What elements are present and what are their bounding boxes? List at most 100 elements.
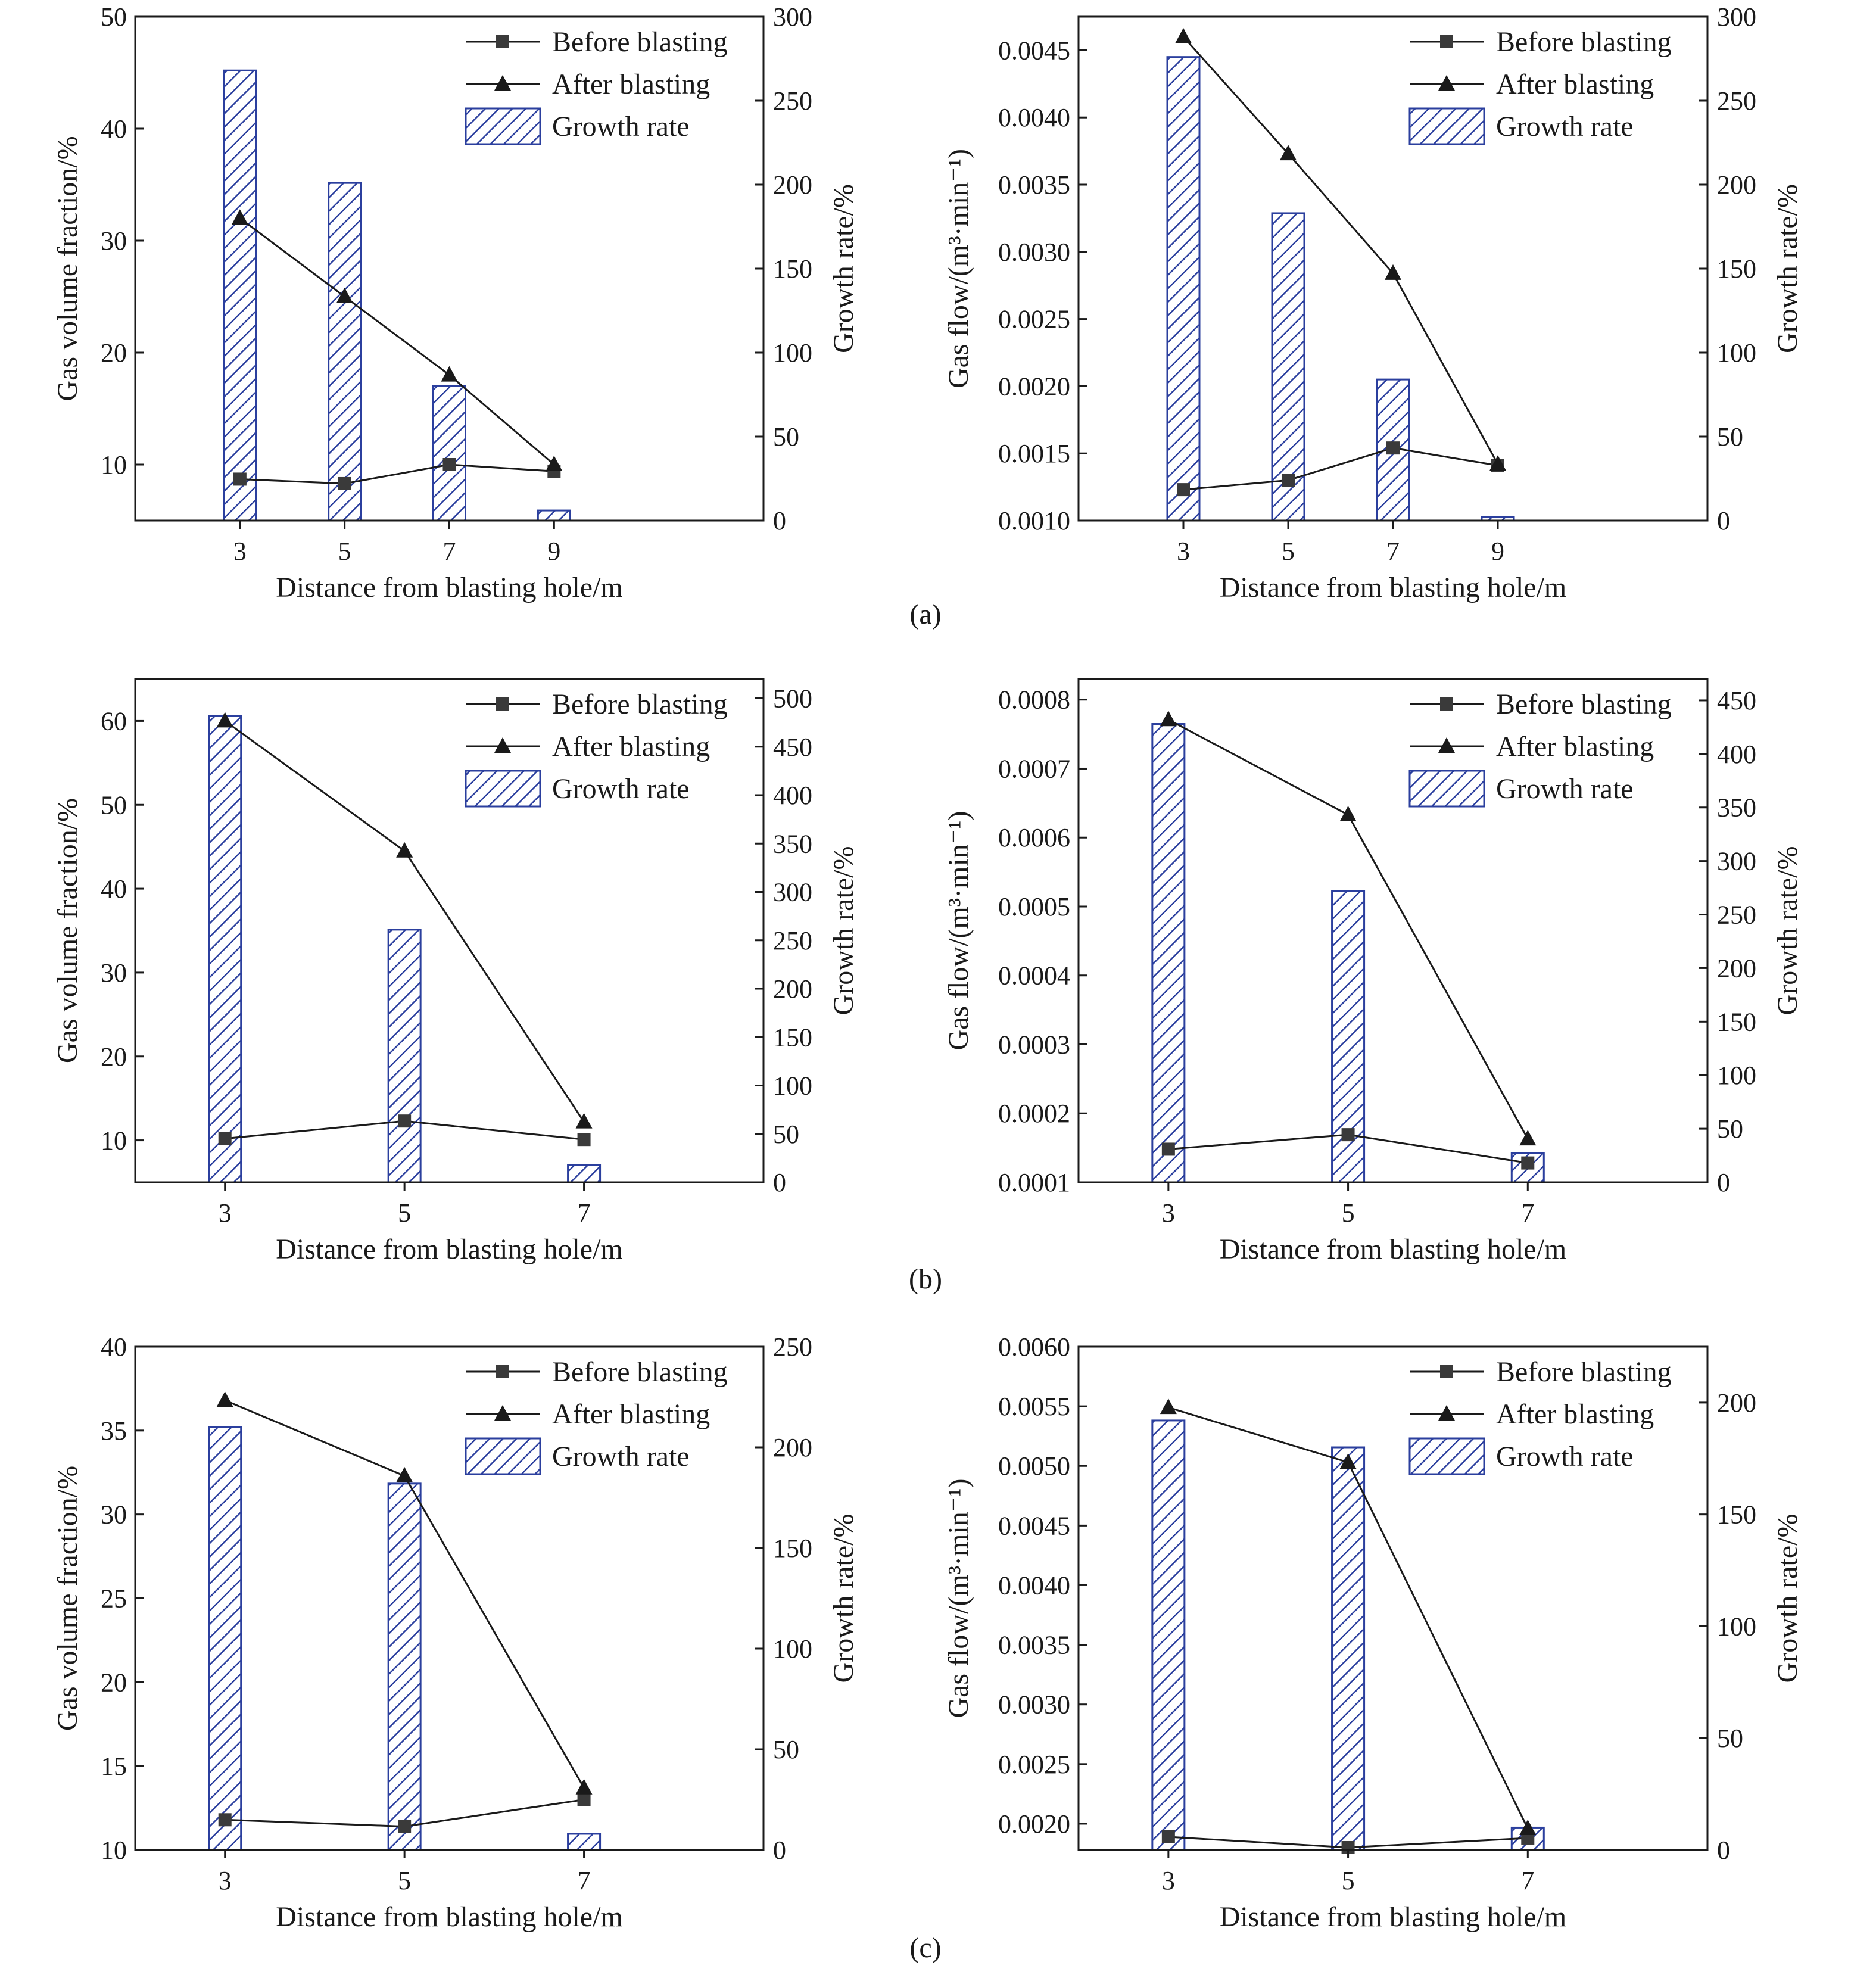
x-axis-title: Distance from blasting hole/m — [1220, 1901, 1567, 1933]
y2-tick-label: 200 — [1717, 1388, 1756, 1418]
y2-tick-label: 150 — [773, 1534, 812, 1563]
x-tick-label: 3 — [219, 1198, 232, 1228]
after-blasting-point — [336, 288, 353, 303]
legend-triangle-marker — [494, 737, 511, 753]
chart-2: 10 20 30 40 50 60 0 50 100 150 200 250 300 350 400 450 5… — [52, 678, 859, 1265]
legend-hatch-swatch — [1408, 107, 1485, 145]
legend-triangle-marker — [1438, 1405, 1455, 1421]
x-tick-label: 3 — [1162, 1198, 1175, 1228]
y2-tick-label: 50 — [773, 422, 799, 451]
y2-tick-label: 150 — [1717, 1007, 1756, 1036]
legend-square-marker — [1440, 35, 1453, 48]
after-blasting-point — [1160, 1398, 1177, 1415]
y2-tick-label: 50 — [1717, 1114, 1743, 1144]
chart-5: 0.0020 0.0025 0.0030 0.0035 0.0040 0.0045 0.00… — [943, 1332, 1803, 1933]
y-tick-label: 0.0010 — [998, 506, 1070, 535]
y-tick-label: 0.0035 — [998, 170, 1070, 200]
y2-tick-label: 100 — [1717, 1061, 1756, 1090]
growth-rate-bar — [567, 1833, 602, 1851]
growth-rate-bar — [223, 69, 257, 522]
legend-square-marker — [496, 1365, 509, 1378]
y-tick-label: 0.0006 — [998, 823, 1070, 852]
y-tick-label: 0.0001 — [998, 1168, 1070, 1197]
before-blasting-line — [239, 463, 554, 485]
y2-tick-label: 500 — [773, 684, 812, 714]
x-axis-title: Distance from blasting hole/m — [276, 1901, 623, 1933]
legend-label: After blasting — [1496, 731, 1654, 762]
after-blasting-point — [1519, 1130, 1537, 1146]
y-tick-label: 35 — [101, 1416, 127, 1446]
legend-label: Before blasting — [1496, 26, 1672, 58]
y2-tick-label: 300 — [1717, 847, 1756, 876]
legend-label: Before blasting — [1496, 689, 1672, 720]
legend-triangle-marker — [1438, 737, 1455, 753]
y-tick-label: 0.0003 — [998, 1030, 1070, 1059]
x-tick-label: 9 — [1491, 537, 1504, 566]
y2-tick-label: 0 — [1717, 1168, 1730, 1197]
legend-square-marker — [1440, 697, 1453, 711]
y2-tick-label: 400 — [1717, 740, 1756, 769]
y2-tick-label: 350 — [773, 829, 812, 858]
chart-0: 10 20 30 40 50 0 50 100 150 200 250 300 3 5 7 9 Distance… — [52, 2, 859, 603]
y-tick-label: 0.0004 — [998, 961, 1070, 990]
x-tick-label: 3 — [219, 1866, 232, 1895]
x-axis-title: Distance from blasting hole/m — [1220, 1233, 1567, 1265]
growth-rate-bar — [1331, 890, 1366, 1183]
plot-frame — [134, 678, 765, 1183]
x-tick-label: 7 — [1521, 1866, 1534, 1895]
y-tick-label: 40 — [101, 114, 127, 144]
after-blasting-point — [1489, 455, 1506, 471]
y2-tick-label: 200 — [773, 974, 812, 1004]
growth-rate-bar — [387, 929, 422, 1183]
x-tick-label: 7 — [443, 537, 456, 566]
y-tick-label: 0.0025 — [998, 1750, 1070, 1779]
y-tick-label: 0.0008 — [998, 686, 1070, 715]
y-tick-label: 25 — [101, 1584, 127, 1613]
y-tick-label: 30 — [101, 958, 127, 988]
x-tick-label: 5 — [398, 1198, 411, 1228]
y2-axis-title: Growth rate/% — [1772, 846, 1803, 1016]
legend-label: Before blasting — [1496, 1356, 1672, 1388]
x-tick-label: 9 — [547, 537, 560, 566]
before-blasting-point — [218, 1813, 232, 1827]
before-blasting-point — [398, 1820, 412, 1833]
y2-axis-title: Growth rate/% — [828, 1514, 859, 1683]
legend-label: After blasting — [552, 731, 710, 762]
x-tick-label: 5 — [1342, 1866, 1355, 1895]
y2-tick-label: 100 — [1717, 1612, 1756, 1641]
y-tick-label: 30 — [101, 226, 127, 256]
x-axis-title: Distance from blasting hole/m — [276, 572, 623, 603]
after-blasting-point — [575, 1778, 593, 1795]
y2-tick-label: 300 — [773, 2, 812, 32]
legend-hatch-swatch — [1408, 770, 1485, 808]
legend-hatch-swatch — [1408, 1437, 1485, 1475]
y2-tick-label: 200 — [1717, 954, 1756, 983]
y-tick-label: 0.0030 — [998, 1690, 1070, 1720]
x-axis-title: Distance from blasting hole/m — [276, 1233, 623, 1265]
legend-square-marker — [496, 697, 509, 711]
before-blasting-line — [1183, 447, 1498, 491]
y-tick-label: 10 — [101, 1836, 127, 1865]
growth-rate-bar — [387, 1482, 422, 1851]
before-blasting-point — [1161, 1830, 1175, 1843]
y-axis-title: Gas flow/(m³·min⁻¹) — [943, 149, 974, 388]
y-tick-label: 0.0015 — [998, 439, 1070, 468]
y-tick-label: 40 — [101, 874, 127, 904]
legend-hatch-swatch — [465, 770, 541, 808]
y2-axis-title: Growth rate/% — [1772, 1514, 1803, 1683]
y2-tick-label: 250 — [773, 1332, 812, 1362]
y-axis-title: Gas volume fraction/% — [52, 1466, 83, 1731]
chart-1: 0.0010 0.0015 0.0020 0.0025 0.0030 0.0035 0.00… — [943, 2, 1803, 603]
y-tick-label: 60 — [101, 706, 127, 736]
before-blasting-point — [577, 1793, 591, 1806]
y-tick-label: 0.0030 — [998, 238, 1070, 267]
y2-tick-label: 0 — [1717, 1836, 1730, 1865]
before-blasting-point — [1282, 474, 1295, 487]
after-blasting-line — [1182, 36, 1499, 465]
growth-rate-bar — [1151, 1419, 1186, 1851]
before-blasting-point — [218, 1132, 232, 1145]
y-tick-label: 0.0055 — [998, 1392, 1070, 1421]
y2-tick-label: 200 — [1717, 170, 1756, 200]
panel-label-c: (c) — [909, 1932, 941, 1964]
